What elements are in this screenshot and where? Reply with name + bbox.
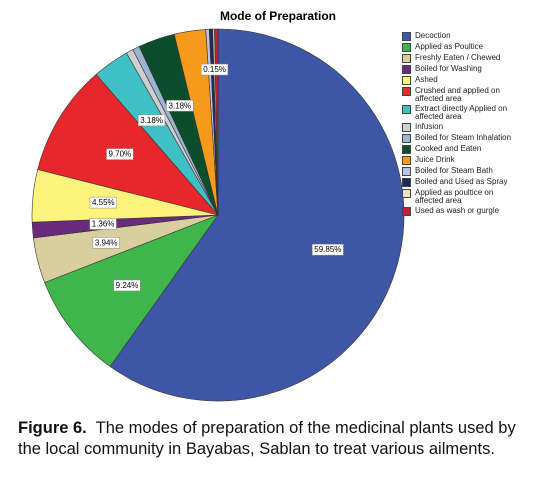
- legend-swatch: [402, 123, 411, 132]
- legend-label: Used as wash or gurgle: [415, 206, 500, 215]
- legend-label: Juice Drink: [415, 155, 455, 164]
- legend-item: Freshly Eaten / Chewed: [402, 54, 550, 63]
- legend-item: Extract directly Applied on affected are…: [402, 105, 550, 121]
- legend-label: Crushed and applied on affected area: [415, 86, 500, 103]
- legend-swatch: [402, 167, 411, 176]
- legend-label: Cooked and Eaten: [415, 144, 482, 153]
- legend-item: Boiled and Used as Spray: [402, 178, 550, 187]
- data-label: 3.94%: [95, 238, 118, 247]
- legend-swatch: [402, 32, 411, 41]
- legend-item: Cooked and Eaten: [402, 145, 550, 154]
- legend-swatch: [402, 105, 411, 114]
- legend-item: Applied as poultice on affected area: [402, 189, 550, 205]
- legend-swatch: [402, 43, 411, 52]
- legend-label: Infusion: [415, 122, 444, 131]
- data-label-box: [113, 279, 141, 292]
- legend-swatch: [402, 145, 411, 154]
- data-label-box: [89, 218, 117, 230]
- data-label: 1.36%: [92, 219, 115, 228]
- legend-label: Boiled and Used as Spray: [415, 177, 508, 186]
- legend-item: Crushed and applied on affected area: [402, 87, 550, 103]
- legend-label: Decoction: [415, 31, 451, 40]
- legend-swatch: [402, 87, 411, 96]
- legend-label: Ashed: [415, 75, 438, 84]
- legend-swatch: [402, 178, 411, 187]
- legend-swatch: [402, 54, 411, 63]
- data-label-box: [106, 148, 134, 160]
- legend-label: Boiled for Washing: [415, 64, 482, 73]
- pie-slice: [214, 28, 219, 216]
- legend-item: Ashed: [402, 76, 550, 85]
- legend: Decoction Applied as Poultice Freshly Eate…: [402, 32, 550, 218]
- legend-item: Used as wash or gurgle: [402, 207, 550, 216]
- legend-swatch: [402, 76, 411, 85]
- legend-swatch: [402, 134, 411, 143]
- legend-item: Boiled for Steam Bath: [402, 167, 550, 176]
- legend-swatch: [402, 65, 411, 74]
- data-label-box: [92, 237, 120, 249]
- pie-slice: [37, 73, 219, 216]
- data-label-box: [200, 63, 229, 76]
- legend-label: Boiled for Steam Bath: [415, 166, 493, 175]
- caption-text: The modes of preparation of the medicina…: [18, 419, 516, 458]
- legend-label: Applied as Poultice: [415, 42, 484, 51]
- legend-item: Decoction: [402, 32, 550, 41]
- data-label: 9.24%: [116, 281, 139, 290]
- legend-item: Infusion: [402, 123, 550, 132]
- data-label-box: [166, 100, 194, 112]
- data-label-box: [312, 243, 344, 256]
- legend-swatch: [402, 207, 411, 216]
- legend-label: Extract directly Applied on affected are…: [415, 104, 508, 121]
- caption-label: Figure 6.: [18, 419, 87, 437]
- data-label: 3.18%: [168, 101, 191, 110]
- legend-item: Boiled for Steam Inhalation: [402, 134, 550, 143]
- data-label-box: [137, 114, 166, 127]
- data-label: 4.55%: [92, 198, 115, 207]
- legend-label: Boiled for Steam Inhalation: [415, 133, 512, 142]
- data-label: 3.18%: [140, 116, 163, 125]
- pie-slice: [109, 28, 405, 402]
- legend-item: Juice Drink: [402, 156, 550, 165]
- data-label-box: [89, 196, 117, 209]
- caption: Figure 6. The modes of preparation of th…: [18, 418, 538, 460]
- legend-label: Freshly Eaten / Chewed: [415, 53, 501, 62]
- data-label: 9.70%: [108, 150, 131, 159]
- legend-label: Applied as poultice on affected area: [415, 188, 494, 205]
- legend-swatch: [402, 156, 411, 165]
- legend-item: Applied as Poultice: [402, 43, 550, 52]
- data-label: 0.15%: [203, 65, 226, 74]
- legend-swatch: [402, 189, 411, 198]
- data-label: 59.85%: [314, 245, 341, 254]
- chart: Mode of Preparation 59.85% 9.24% 3.94% 1.36…: [31, 9, 405, 402]
- legend-item: Boiled for Washing: [402, 65, 550, 74]
- chart-title: Mode of Preparation: [220, 9, 336, 23]
